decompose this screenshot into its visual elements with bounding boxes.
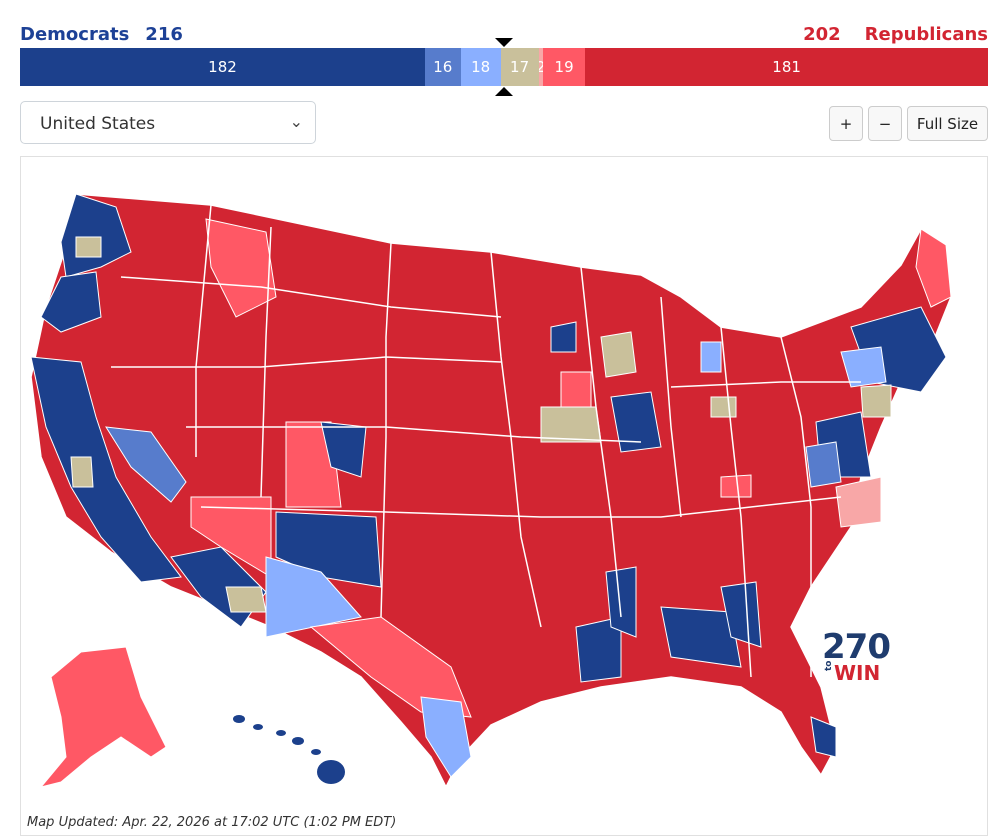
iowa-tossup bbox=[540, 406, 602, 443]
georgia-dem bbox=[720, 581, 762, 648]
state-borders bbox=[111, 204, 861, 678]
louisiana-dem bbox=[575, 616, 622, 683]
maine-lean-rep bbox=[915, 228, 952, 308]
seat-totals-header: Democrats 216 202 Republicans bbox=[20, 24, 988, 46]
full-size-button[interactable]: Full Size bbox=[907, 106, 988, 141]
hawaii-dem bbox=[233, 715, 345, 784]
iowa-lean-rep bbox=[560, 371, 592, 408]
kentucky-lean-rep bbox=[720, 474, 752, 498]
colorado-dem bbox=[320, 421, 367, 478]
majority-marker-bottom-icon bbox=[495, 87, 513, 96]
270towin-logo: 270 to WIN bbox=[822, 627, 891, 687]
republicans-label: Republicans bbox=[864, 24, 988, 45]
arizona-lean-rep bbox=[190, 496, 272, 578]
seats-bar-segment: 16 bbox=[425, 48, 461, 86]
minnesota-dem bbox=[550, 321, 577, 353]
seats-bar-segment: 181 bbox=[585, 48, 989, 86]
map-container bbox=[20, 156, 988, 836]
majority-marker-top-icon bbox=[495, 38, 513, 47]
logo-number: 270 bbox=[822, 627, 891, 667]
democrats-label: Democrats bbox=[20, 24, 130, 45]
washington-tossup bbox=[75, 236, 102, 258]
california-coast-dem bbox=[30, 356, 182, 583]
democrats-total: Democrats 216 bbox=[20, 24, 183, 45]
alabama-georgia-dem bbox=[660, 606, 742, 668]
alaska-lean-rep bbox=[39, 646, 167, 788]
logo-to: to bbox=[824, 660, 834, 672]
republicans-seat-count: 202 bbox=[803, 24, 841, 45]
zoom-out-button[interactable]: − bbox=[868, 106, 902, 141]
north-carolina-tilt-rep bbox=[835, 476, 882, 528]
region-select-value: United States bbox=[40, 114, 156, 134]
new-york-lean-dem bbox=[840, 346, 887, 388]
michigan-lean-dem bbox=[700, 341, 722, 373]
seats-bar-segment: 182 bbox=[20, 48, 425, 86]
democrats-seat-count: 216 bbox=[145, 24, 183, 45]
republicans-total: 202 Republicans bbox=[803, 24, 988, 45]
seats-bar-segment: 19 bbox=[542, 48, 586, 86]
seats-bar-segment: 2 bbox=[538, 48, 543, 86]
map-updated-text: Map Updated: Apr. 22, 2026 at 17:02 UTC … bbox=[27, 815, 397, 830]
zoom-in-button[interactable]: + bbox=[829, 106, 863, 141]
chevron-down-icon: ⌄ bbox=[289, 112, 303, 131]
illinois-dem bbox=[610, 391, 662, 453]
arizona-tossup bbox=[225, 586, 267, 613]
region-select[interactable]: United States ⌄ bbox=[20, 101, 316, 144]
ohio-tossup bbox=[710, 396, 737, 418]
mississippi-dem bbox=[605, 566, 637, 638]
montana-lean-rep bbox=[205, 218, 277, 318]
oregon-coast-dem bbox=[40, 271, 102, 333]
logo-win: WIN bbox=[834, 661, 881, 685]
seats-bar: 182161817219181 bbox=[20, 48, 989, 86]
seats-bar-segment: 17 bbox=[500, 48, 539, 86]
congressional-district-map[interactable] bbox=[21, 157, 987, 835]
florida-dem bbox=[810, 716, 837, 758]
california-tossup bbox=[70, 456, 94, 488]
pennsylvania-tossup bbox=[860, 384, 892, 418]
seats-bar-segment: 18 bbox=[460, 48, 501, 86]
virginia-likely-dem bbox=[805, 441, 842, 488]
texas-south-lean-dem bbox=[420, 696, 472, 778]
wisconsin-tossup bbox=[600, 331, 637, 378]
nevada-likely-dem bbox=[105, 426, 187, 503]
